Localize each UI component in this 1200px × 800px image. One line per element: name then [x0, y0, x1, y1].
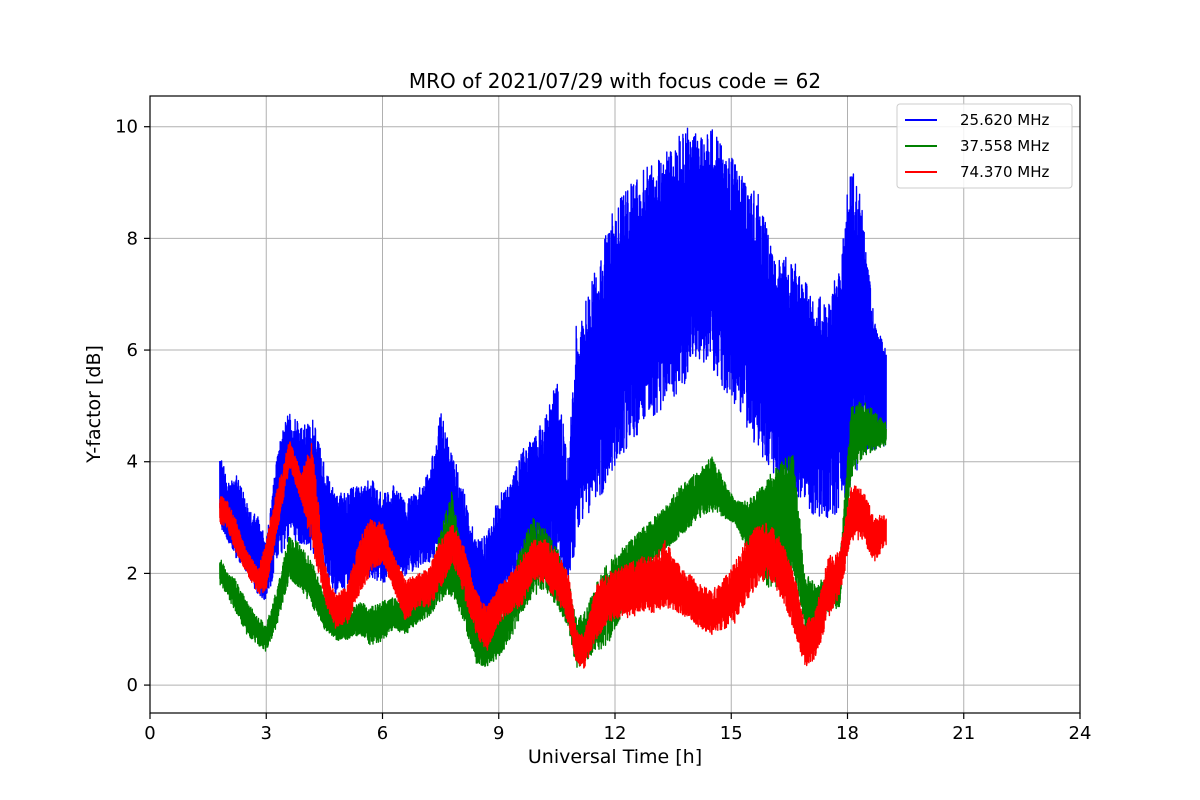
legend-label: 25.620 MHz [960, 111, 1049, 129]
legend-label: 74.370 MHz [960, 163, 1049, 181]
x-tick-label: 12 [604, 723, 627, 744]
y-tick-label: 2 [127, 563, 138, 584]
x-tick-label: 21 [952, 723, 975, 744]
plot-area [219, 127, 887, 669]
chart-title: MRO of 2021/07/29 with focus code = 62 [409, 69, 821, 93]
legend-box [896, 103, 1073, 189]
x-tick-label: 6 [377, 723, 388, 744]
x-axis-ticks: 0 3 6 9 12 15 18 21 24 [144, 713, 1091, 744]
y-tick-label: 10 [115, 117, 138, 138]
legend-label: 37.558 MHz [960, 137, 1049, 155]
series-line [219, 441, 887, 669]
series-line [219, 127, 887, 625]
x-axis-label: Universal Time [h] [528, 746, 702, 768]
series-line [219, 401, 887, 668]
x-tick-label: 0 [144, 723, 155, 744]
y-axis-ticks: 0 2 4 6 8 10 [115, 117, 150, 696]
x-tick-label: 9 [493, 723, 504, 744]
y-tick-label: 8 [127, 228, 138, 249]
series-layer [219, 127, 887, 669]
legend: 25.620 MHz 37.558 MHz 74.370 MHz [896, 103, 1073, 189]
x-tick-label: 3 [261, 723, 272, 744]
x-tick-label: 24 [1069, 723, 1092, 744]
x-tick-label: 18 [836, 723, 859, 744]
y-tick-label: 0 [127, 675, 138, 696]
y-tick-label: 4 [127, 452, 138, 473]
x-tick-label: 15 [720, 723, 743, 744]
y-axis-label: Y-factor [dB] [83, 345, 105, 464]
y-tick-label: 6 [127, 340, 138, 361]
